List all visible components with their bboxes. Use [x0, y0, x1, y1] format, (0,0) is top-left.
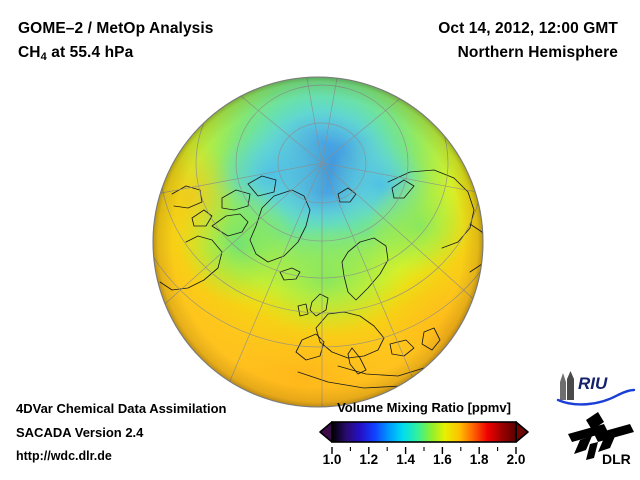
species-suffix: at 55.4 hPa	[46, 44, 134, 61]
region-label: Northern Hemisphere	[457, 44, 618, 61]
species-level-label: CH4 at 55.4 hPa	[18, 44, 134, 63]
globe-map	[152, 76, 484, 408]
species-subscript: 4	[40, 51, 47, 63]
colorbar-tick-label: 1.0	[322, 452, 342, 467]
colorbar-tick-label: 1.6	[433, 452, 452, 467]
method-label: 4DVar Chemical Data Assimilation	[16, 401, 227, 416]
dlr-wordmark: DLR	[602, 451, 631, 467]
coastline-arabia	[431, 355, 467, 385]
colorbar-gradient	[331, 421, 517, 443]
logo-group: RIU DLR	[552, 370, 638, 470]
colorbar-tick-labels: 1.0 1.2 1.4 1.6 1.8 2.0	[300, 452, 548, 472]
globe-outline	[152, 76, 484, 408]
riu-wave-icon	[556, 388, 636, 406]
colorbar-ticks	[306, 444, 542, 454]
globe-shading	[153, 77, 483, 407]
colorbar-low-cap	[319, 421, 333, 443]
colorbar-tick-label: 1.4	[396, 452, 415, 467]
colorbar-tick-label: 2.0	[506, 452, 526, 467]
colorbar-tick-label: 1.8	[469, 452, 489, 467]
dlr-logo: DLR	[564, 410, 636, 468]
riu-logo: RIU	[554, 370, 638, 406]
globe-disc	[152, 76, 484, 408]
species-prefix: CH	[18, 44, 41, 61]
url-label[interactable]: http://wdc.dlr.de	[16, 449, 112, 463]
colorbar-tick-label: 1.2	[359, 452, 379, 467]
riu-towers-icon	[560, 371, 574, 400]
version-label: SACADA Version 2.4	[16, 425, 144, 440]
datetime-label: Oct 14, 2012, 12:00 GMT	[438, 20, 618, 37]
colorbar	[306, 419, 542, 445]
tick-marks	[331, 447, 517, 454]
page-title: GOME–2 / MetOp Analysis	[18, 20, 214, 37]
riu-wordmark: RIU	[578, 374, 608, 393]
colorbar-title: Volume Mixing Ratio [ppmv]	[337, 400, 511, 415]
colorbar-high-cap	[515, 421, 529, 443]
dlr-mark-icon	[568, 412, 634, 460]
